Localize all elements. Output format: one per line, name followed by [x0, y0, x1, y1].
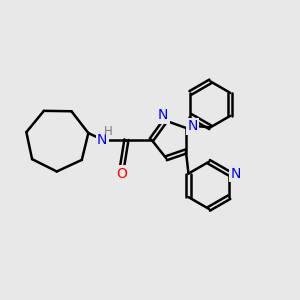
Text: O: O [116, 167, 127, 181]
Text: N: N [231, 167, 241, 181]
Text: N: N [97, 133, 107, 147]
Text: N: N [187, 119, 198, 134]
Text: N: N [158, 108, 168, 122]
Text: H: H [104, 125, 112, 138]
